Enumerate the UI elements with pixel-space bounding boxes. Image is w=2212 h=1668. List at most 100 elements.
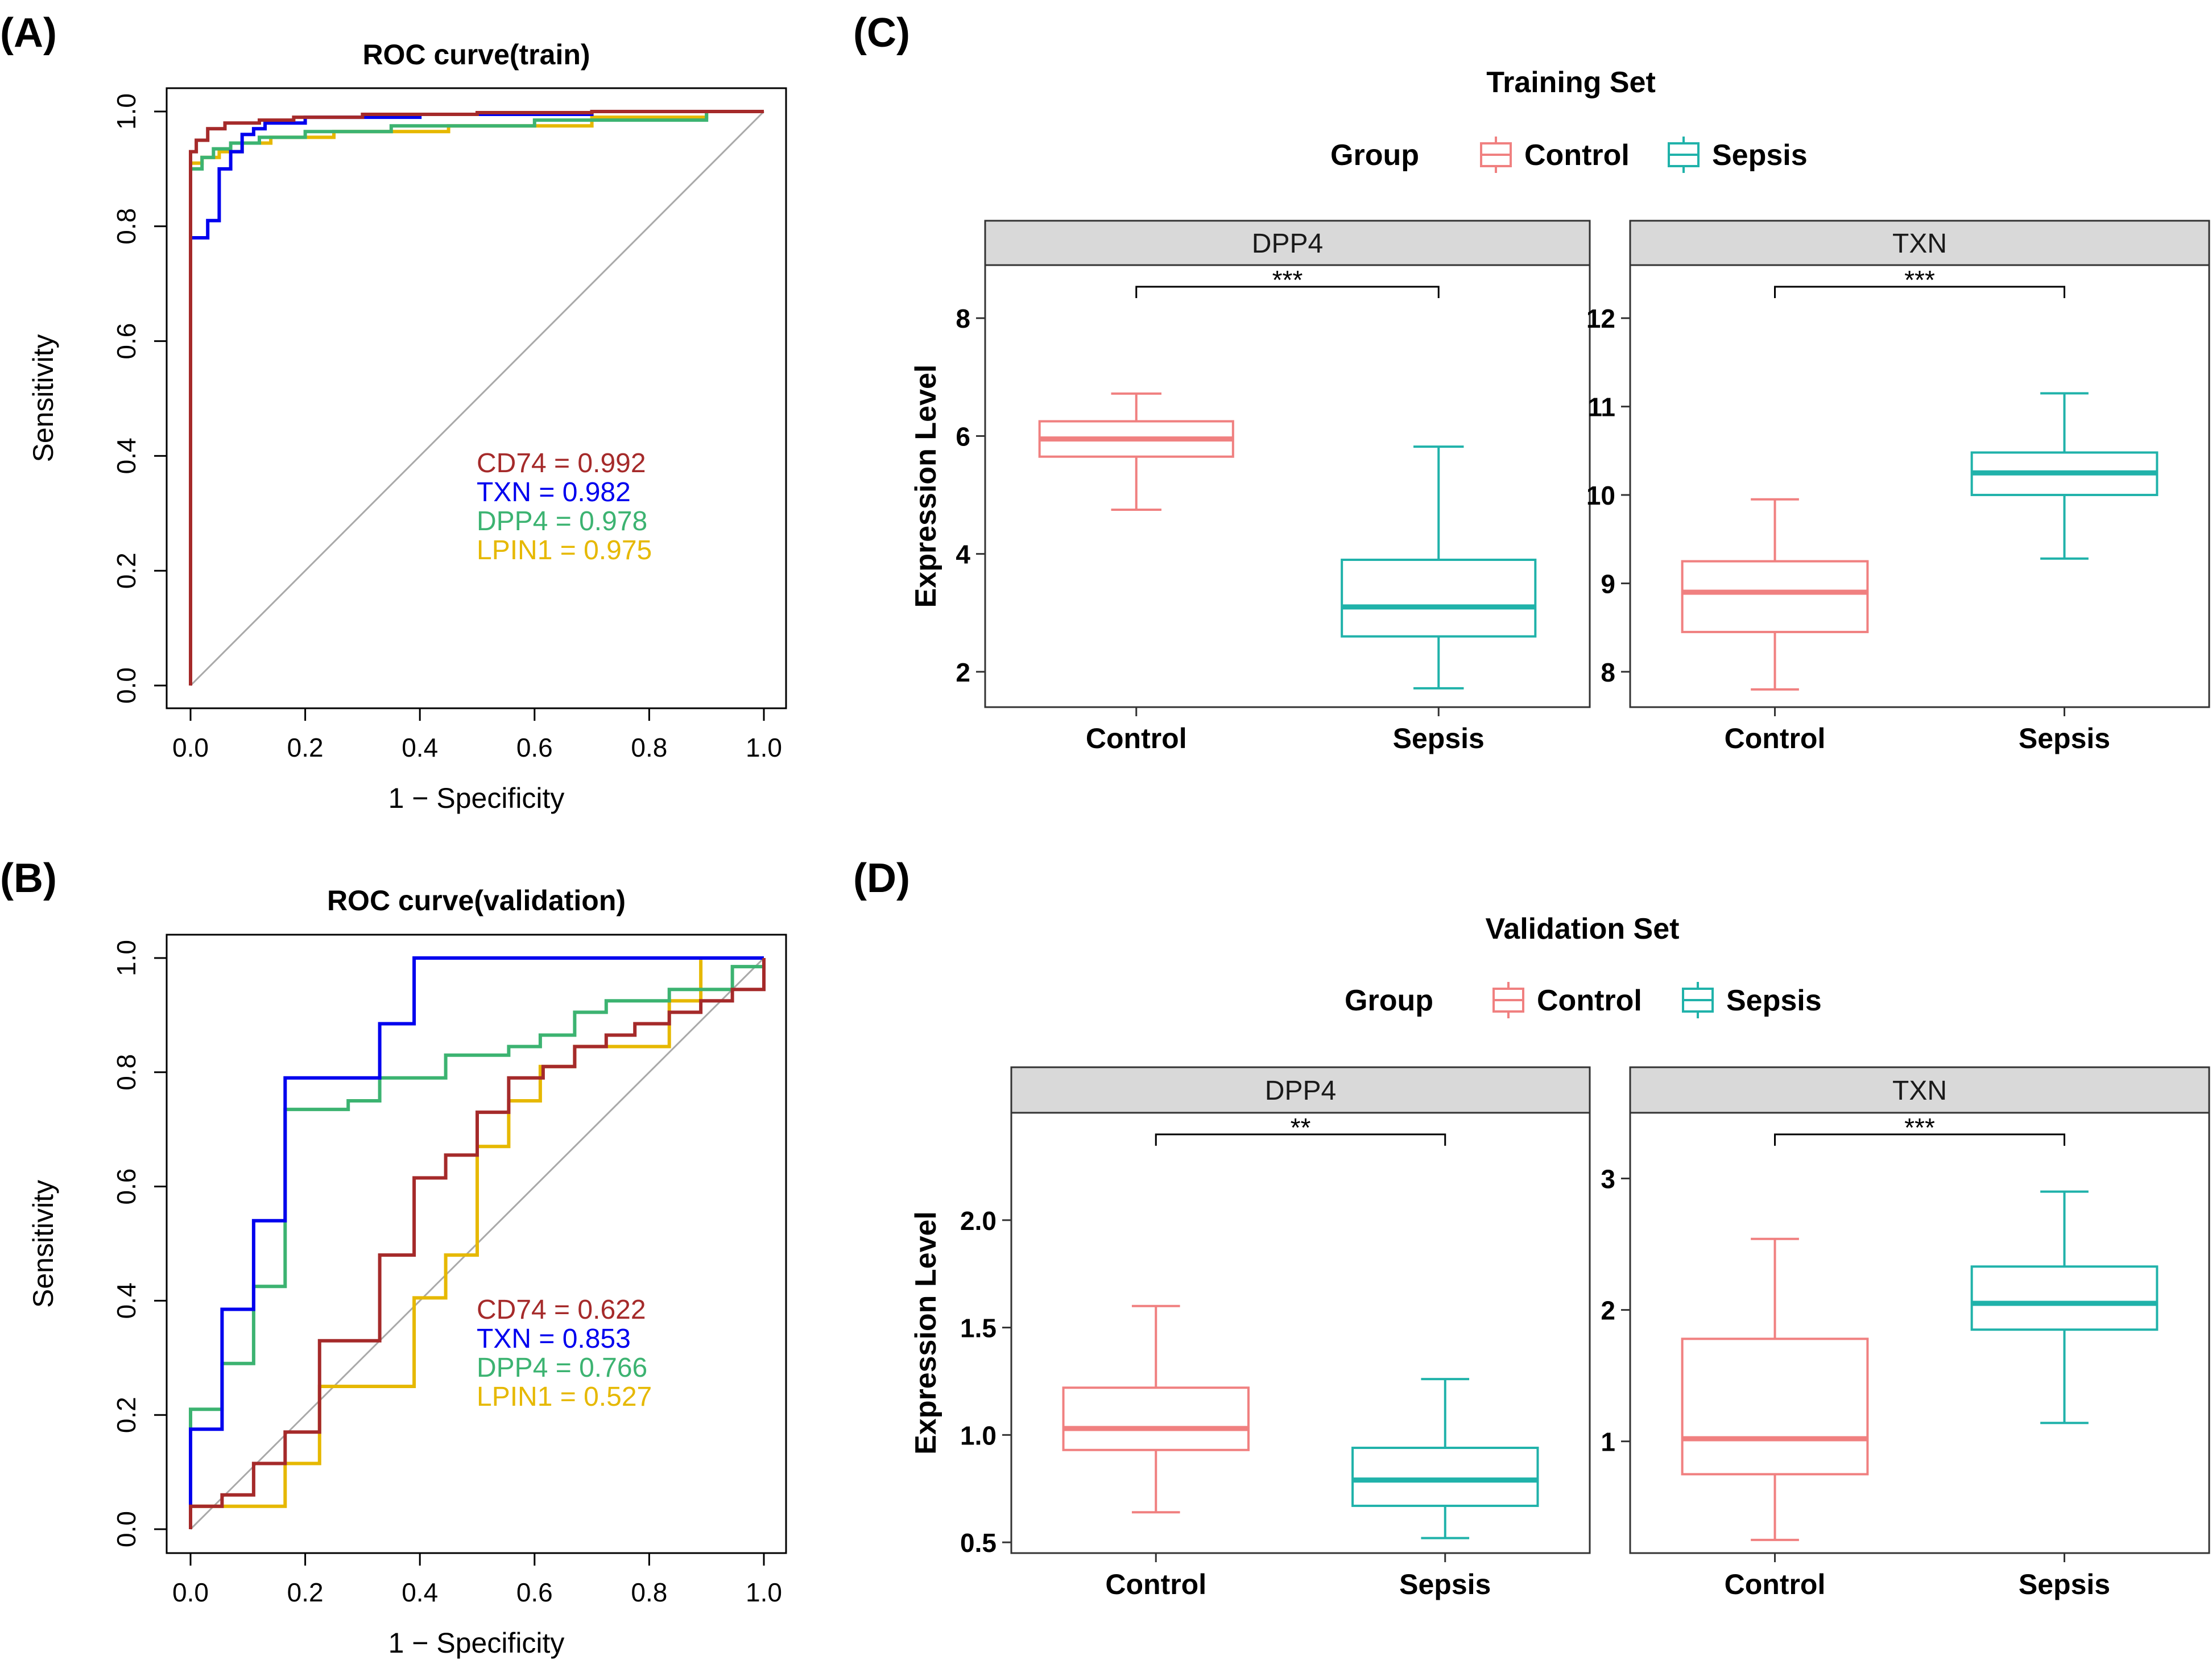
panel-c: (C) Training Set Group Control Sepsis DPP4 2 4 6… [853, 10, 2210, 754]
iqr-box [1681, 560, 1869, 633]
facet-strip-label: DPP4 [1265, 1076, 1336, 1106]
x-axis-label: 1 − Specificity [388, 1627, 565, 1659]
box-sepsis [1351, 1378, 1539, 1539]
x-axis-label: 1 − Specificity [388, 782, 565, 814]
facet-dpp4: DPP4 0.5 1.0 1.5 2.0 Control Sepsis ** [960, 1066, 1591, 1600]
facet-strip [984, 220, 1591, 266]
y-tick-label: 1.0 [111, 93, 141, 130]
x-tick-label: 0.0 [172, 733, 209, 762]
x-tick-label: Control [1086, 722, 1187, 754]
legend-entry-txn: TXN = 0.982 [477, 477, 631, 507]
y-tick-label: 2 [1601, 1296, 1615, 1326]
y-axis-label: Sensitivity [27, 1180, 59, 1308]
legend-label-sepsis: Sepsis [1712, 139, 1808, 172]
significance-bracket [1774, 1133, 2065, 1146]
facet-txn: TXN 8 9 10 11 12 Control Sepsis *** [1586, 220, 2210, 754]
reference-diagonal [189, 110, 765, 687]
legend-entry-cd74: CD74 = 0.622 [477, 1295, 646, 1325]
facet-frame [1010, 1112, 1591, 1554]
iqr-box [1970, 1265, 2159, 1331]
roc-line-cd74 [189, 110, 764, 686]
y-tick-label: 1.0 [111, 940, 141, 976]
legend-label-sepsis: Sepsis [1726, 984, 1822, 1017]
panel-label: (D) [853, 856, 910, 901]
y-tick-label: 0.0 [111, 1511, 141, 1547]
box-control [1038, 392, 1234, 511]
y-axis-label: Sensitivity [27, 334, 59, 462]
y-tick-label: 11 [1587, 393, 1615, 422]
y-tick-label: 0.4 [111, 1282, 141, 1319]
x-tick-label: 0.2 [287, 733, 324, 762]
y-tick-label: 0.5 [960, 1528, 997, 1558]
significance-bracket [1774, 286, 2065, 298]
y-tick-label: 10 [1586, 481, 1615, 510]
plot-frame [166, 934, 787, 1554]
panel-b: (B) ROC curve(validation) 0.0 0.0 0.2 0.2 0.4 0… [0, 856, 787, 1659]
box-sepsis [1970, 392, 2159, 560]
legend-label-control: Control [1537, 984, 1642, 1017]
y-tick-label: 0.8 [111, 208, 141, 245]
plot-frame [166, 87, 787, 709]
box-sepsis [1970, 1190, 2159, 1425]
box-control [1681, 498, 1869, 691]
legend-entry-lpin1: LPIN1 = 0.975 [477, 535, 652, 565]
box-control [1062, 1304, 1250, 1514]
iqr-box [1681, 1337, 1869, 1476]
y-tick-label: 6 [956, 422, 970, 451]
y-axis-label: Expression Level [909, 365, 942, 608]
y-tick-label: 3 [1601, 1165, 1615, 1194]
x-tick-label: Sepsis [2019, 1568, 2110, 1600]
x-tick-label: Control [1725, 1568, 1826, 1600]
chart-title: Training Set [1486, 66, 1656, 99]
facet-txn: TXN 1 2 3 Control Sepsis *** [1601, 1066, 2210, 1600]
roc-line-lpin1 [189, 956, 764, 1529]
y-tick-label: 2.0 [960, 1206, 997, 1236]
x-tick-label: 0.2 [287, 1578, 324, 1607]
legend-entry-dpp4: DPP4 = 0.766 [477, 1353, 647, 1383]
y-tick-label: 1.0 [960, 1421, 997, 1450]
y-tick-label: 0.2 [111, 552, 141, 589]
x-tick-label: 0.4 [402, 1578, 438, 1607]
facet-strip-label: DPP4 [1252, 229, 1323, 259]
panel-label: (A) [0, 10, 57, 56]
y-tick-label: 0.0 [111, 667, 141, 704]
panel-d: (D) Validation Set Group Control Sepsis DPP4 0… [853, 856, 2210, 1600]
y-axis-label: Expression Level [909, 1211, 942, 1455]
facet-dpp4: DPP4 2 4 6 8 Control Sepsis *** [956, 220, 1591, 754]
legend-title: Group [1345, 984, 1433, 1017]
chart-title: ROC curve(validation) [327, 885, 626, 916]
x-tick-label: 0.8 [631, 733, 667, 762]
panel-label: (C) [853, 10, 910, 56]
panel-a: (A) ROC curve(train) 0.0 0.0 0.2 0.2 0.4 0.4 0.6… [0, 10, 787, 814]
facet-strip [1629, 1066, 2210, 1114]
y-tick-label: 0.8 [111, 1054, 141, 1091]
panel-label: (B) [0, 856, 57, 901]
y-tick-label: 0.4 [111, 437, 141, 474]
roc-line-dpp4 [189, 958, 766, 1529]
roc-line-txn [189, 956, 764, 1529]
y-tick-label: 0.6 [111, 323, 141, 360]
facet-strip [1629, 220, 2210, 266]
facet-frame [1629, 1112, 2210, 1554]
y-tick-label: 9 [1601, 569, 1615, 598]
significance-bracket [1135, 286, 1440, 298]
facet-frame [984, 264, 1591, 708]
x-tick-label: Sepsis [1393, 722, 1485, 754]
x-tick-label: Sepsis [1399, 1568, 1491, 1600]
legend-entry-dpp4: DPP4 = 0.978 [477, 506, 647, 536]
chart-title: ROC curve(train) [362, 39, 590, 71]
significance-label: ** [1291, 1113, 1311, 1142]
iqr-box [1341, 559, 1537, 638]
x-tick-label: 0.6 [516, 1578, 553, 1607]
x-tick-label: 0.6 [516, 733, 553, 762]
significance-bracket [1155, 1133, 1446, 1146]
legend-label-control: Control [1524, 139, 1630, 172]
legend-key-control [1480, 137, 1512, 173]
x-tick-label: 0.8 [631, 1578, 667, 1607]
box-control [1681, 1237, 1869, 1541]
legend-key-control [1492, 982, 1524, 1018]
legend-title: Group [1330, 139, 1419, 172]
legend-key-sepsis [1682, 982, 1714, 1018]
iqr-box [1062, 1386, 1250, 1451]
